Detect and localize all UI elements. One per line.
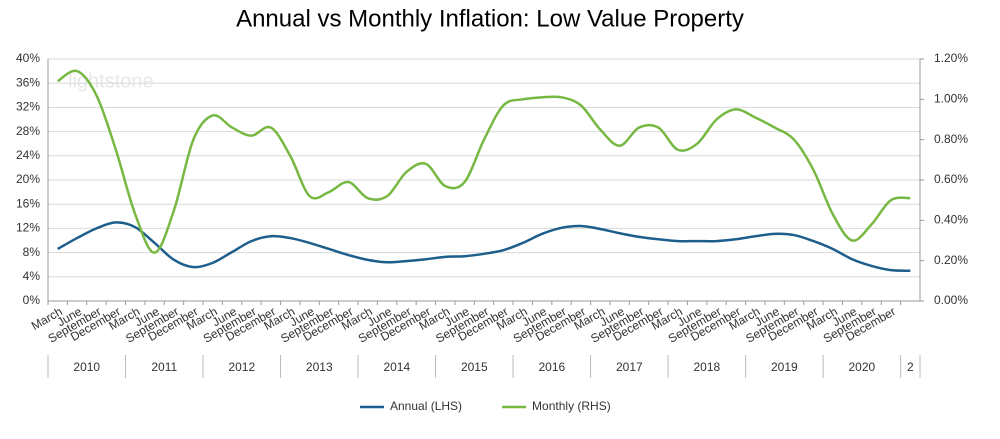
- y-tick-label: 40%: [16, 51, 40, 65]
- y2-tick-label: 1.20%: [934, 51, 968, 65]
- year-label: 2020: [849, 360, 876, 374]
- y2-tick-label: 1.00%: [934, 92, 968, 106]
- series-line: [56, 69, 911, 254]
- chart-title: Annual vs Monthly Inflation: Low Value P…: [236, 5, 744, 32]
- y-tick-label: 4%: [23, 269, 41, 283]
- y-tick-label: 24%: [16, 148, 40, 162]
- year-label: 2011: [151, 360, 177, 374]
- year-label: 2014: [383, 360, 410, 374]
- year-label: 2013: [306, 360, 333, 374]
- y2-tick-label: 0.20%: [934, 253, 968, 267]
- y-tick-label: 0%: [23, 293, 41, 307]
- legend-label: Monthly (RHS): [532, 399, 611, 413]
- year-label: 2015: [461, 360, 488, 374]
- y2-tick-label: 0.80%: [934, 132, 968, 146]
- y2-tick-label: 0.00%: [934, 293, 968, 307]
- year-label: 2018: [693, 360, 720, 374]
- year-label: 2019: [771, 360, 798, 374]
- watermark: lightstone: [68, 70, 154, 92]
- year-label: 2010: [73, 360, 100, 374]
- y2-tick-label: 0.60%: [934, 172, 968, 186]
- y-tick-label: 16%: [16, 196, 40, 210]
- legend-label: Annual (LHS): [390, 399, 462, 413]
- year-label: 2016: [538, 360, 565, 374]
- y-tick-label: 20%: [16, 172, 40, 186]
- y-tick-label: 28%: [16, 124, 40, 138]
- series-line: [57, 221, 911, 272]
- year-label: 2012: [228, 360, 255, 374]
- year-label: 2017: [616, 360, 643, 374]
- y-tick-label: 36%: [16, 75, 40, 89]
- y-tick-label: 12%: [16, 221, 40, 235]
- y-tick-label: 8%: [23, 245, 41, 259]
- y-tick-label: 32%: [16, 100, 40, 114]
- y2-tick-label: 0.40%: [934, 213, 968, 227]
- year-label: 2: [907, 360, 914, 374]
